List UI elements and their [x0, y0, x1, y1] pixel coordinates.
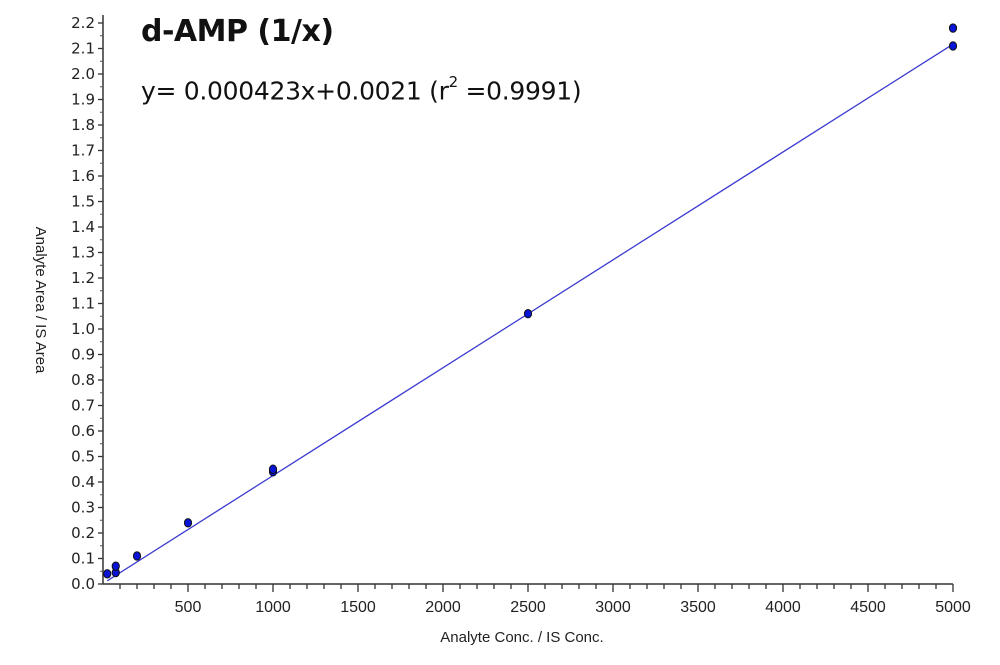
y-tick-label: 0.5: [71, 448, 95, 466]
chart-title: d-AMP (1/x): [141, 14, 334, 49]
y-tick-label: 1.1: [71, 295, 95, 313]
y-tick-label: 1.4: [71, 218, 95, 236]
y-tick-label: 0.2: [71, 524, 95, 542]
data-point: [948, 23, 958, 33]
y-tick-label: 1.6: [71, 167, 95, 185]
y-tick-label: 0.3: [71, 499, 95, 517]
x-tick-label: 500: [175, 599, 202, 616]
equation-text: y= 0.000423x+0.0021: [141, 76, 422, 106]
y-tick-label: 1.7: [71, 142, 95, 160]
data-point: [103, 569, 112, 579]
y-tick-label: 1.8: [71, 116, 95, 134]
y-tick-label: 0.6: [71, 422, 95, 440]
y-tick-label: 0.4: [71, 473, 95, 491]
y-tick-label: 2.2: [71, 14, 95, 32]
x-tick-label: 4500: [850, 599, 886, 616]
data-point: [183, 518, 193, 528]
data-point: [948, 41, 958, 51]
y-tick-label: 0.7: [71, 397, 95, 415]
y-tick-label: 1.3: [71, 244, 95, 262]
data-point: [111, 561, 120, 571]
y-axis: 0.0 0.1 0.2 0.3 0.4 0.5 0.6 0.7 0.8 0.9 1.0 1.1 1.2 1…: [71, 14, 104, 593]
data-point: [523, 309, 533, 319]
x-tick-label: 1000: [255, 599, 291, 616]
y-tick-label: 0.8: [71, 371, 95, 389]
y-tick-label: 0.0: [71, 575, 95, 593]
y-tick-label: 1.5: [71, 193, 95, 211]
r2-value: =0.9991: [457, 76, 572, 106]
x-tick-label: 1500: [340, 599, 376, 616]
y-tick-label: 1.2: [71, 269, 95, 287]
regression-equation: y= 0.000423x+0.0021 (r2 =0.9991): [141, 73, 582, 106]
y-axis-title: Analyte Area / IS Area: [32, 227, 49, 374]
x-tick-label: 4000: [765, 599, 801, 616]
data-point: [132, 551, 142, 561]
r2-exponent: 2: [448, 73, 459, 91]
y-tick-label: 2.0: [71, 65, 95, 83]
y-tick-label: 1.9: [71, 91, 95, 109]
x-tick-label: 2500: [510, 599, 546, 616]
data-point: [268, 464, 278, 474]
x-tick-label: 3000: [595, 599, 631, 616]
y-tick-label: 0.1: [71, 550, 95, 568]
r2-label: r: [438, 76, 449, 106]
x-tick-label: 2000: [425, 599, 461, 616]
x-axis-title: Analyte Conc. / IS Conc.: [440, 629, 603, 646]
x-axis: 500 1000 1500 2000 2500 3000 3500 4000 4500 5000: [103, 583, 971, 616]
x-tick-label: 5000: [935, 599, 971, 616]
data-points: [103, 23, 958, 579]
y-tick-label: 0.9: [71, 346, 95, 364]
x-tick-label: 3500: [680, 599, 716, 616]
y-tick-label: 2.1: [71, 40, 95, 58]
y-tick-label: 1.0: [71, 320, 95, 338]
